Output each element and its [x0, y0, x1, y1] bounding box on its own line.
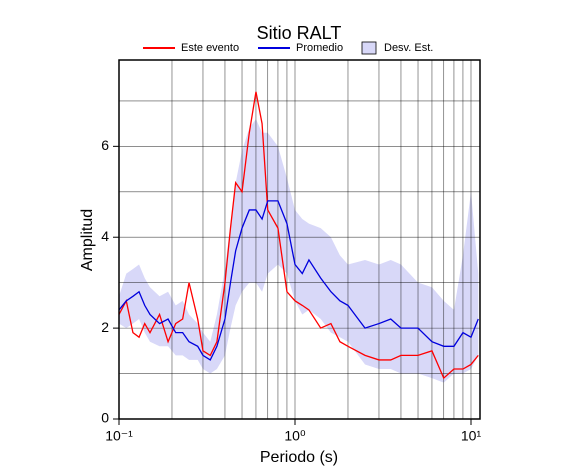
- x-axis-label: Periodo (s): [260, 449, 338, 466]
- legend-label: Desv. Est.: [384, 42, 433, 54]
- x-tick-label: 10⁰: [284, 428, 306, 444]
- series-line: [118, 200, 479, 361]
- y-tick-label: 4: [101, 228, 109, 244]
- y-tick-label: 6: [101, 137, 109, 153]
- series-line: [118, 91, 479, 380]
- x-tick-label: 10¹: [461, 428, 482, 444]
- std-band: [119, 119, 479, 383]
- y-tick-label: 2: [101, 319, 109, 335]
- legend-label: Promedio: [296, 42, 343, 54]
- x-tick-label: 10⁻¹: [105, 428, 133, 444]
- plot-frame: [118, 59, 481, 420]
- chart-title: Sitio RALT: [257, 23, 342, 43]
- y-tick-label: 0: [101, 410, 109, 426]
- legend-label: Este evento: [181, 42, 239, 54]
- y-axis-label: Amplitud: [79, 209, 96, 271]
- legend-swatch: [361, 41, 377, 55]
